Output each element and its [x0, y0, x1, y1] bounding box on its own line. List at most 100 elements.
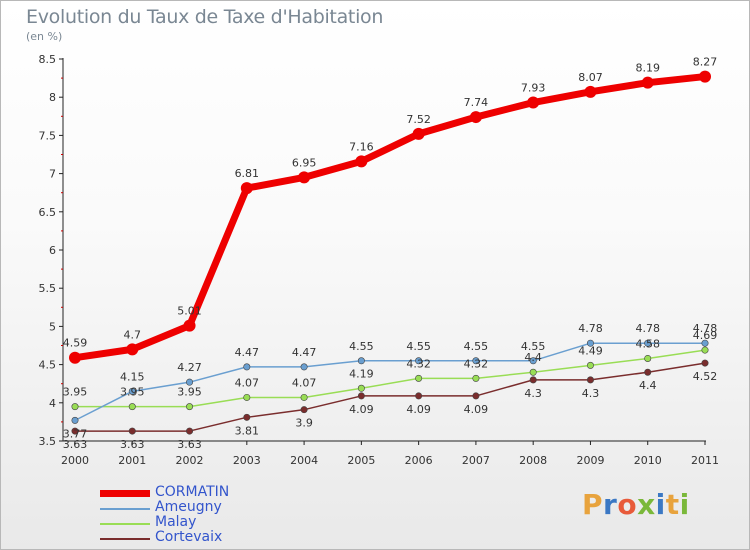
data-point-cortevaix: [472, 392, 480, 400]
y-tick-label: 4.5: [39, 359, 57, 372]
data-point-cortevaix: [644, 368, 652, 376]
y-tick-label: 7: [49, 168, 56, 181]
x-tick-label: 2011: [691, 454, 719, 467]
value-label-ameugny: 4.55: [521, 340, 546, 353]
value-label-malay: 3.95: [63, 386, 88, 399]
data-point-ameugny: [300, 363, 308, 371]
value-label-ameugny: 4.78: [578, 322, 603, 335]
value-label-malay: 4.58: [635, 337, 660, 350]
logo-letter: r: [603, 488, 618, 521]
data-point-ameugny: [415, 357, 423, 365]
x-tick-label: 2006: [405, 454, 433, 467]
value-label-cormatin: 8.07: [578, 71, 603, 84]
value-label-ameugny: 4.78: [635, 322, 660, 335]
series-line-cormatin: [71, 73, 709, 362]
chart-legend: CORMATIN Ameugny Malay Cortevaix: [100, 484, 340, 546]
data-point-cortevaix: [186, 427, 194, 435]
data-point-cortevaix: [586, 376, 594, 384]
data-point-cortevaix: [357, 392, 365, 400]
value-label-ameugny: 4.78: [693, 322, 718, 335]
x-tick-label: 2002: [176, 454, 204, 467]
value-label-cortevaix: 4.09: [406, 403, 431, 416]
value-label-malay: 4.32: [406, 357, 431, 370]
data-point-cormatin: [355, 155, 368, 168]
y-tick-label: 8: [49, 91, 56, 104]
legend-swatch-cormatin: [100, 490, 150, 497]
data-point-malay: [186, 403, 194, 411]
value-label-ameugny: 4.55: [406, 340, 431, 353]
data-point-ameugny: [586, 339, 594, 347]
value-label-cormatin: 7.93: [521, 82, 546, 95]
data-point-cormatin: [412, 127, 425, 140]
value-label-ameugny: 4.27: [177, 361, 202, 374]
value-label-cortevaix: 4.3: [524, 387, 542, 400]
x-tick-label: 2001: [118, 454, 146, 467]
value-label-malay: 4.07: [235, 376, 260, 389]
data-point-ameugny: [128, 387, 136, 395]
data-point-malay: [128, 403, 136, 411]
data-point-ameugny: [243, 363, 251, 371]
data-point-cortevaix: [71, 427, 79, 435]
y-tick-label: 5: [49, 320, 56, 333]
value-label-cortevaix: 3.63: [63, 438, 88, 451]
value-label-malay: 4.4: [524, 351, 542, 364]
x-tick-label: 2003: [233, 454, 261, 467]
legend-label-ameugny: Ameugny: [155, 499, 222, 515]
y-tick-label: 8.5: [39, 53, 57, 66]
data-point-cortevaix: [529, 376, 537, 384]
value-label-ameugny: 4.47: [235, 346, 260, 359]
x-tick-label: 2009: [576, 454, 604, 467]
logo-letter: i: [679, 488, 690, 521]
y-tick-label: 4: [49, 397, 56, 410]
series-line-malay: [74, 349, 706, 408]
proxiti-logo: Proxiti: [582, 488, 690, 521]
legend-item-malay[interactable]: Malay: [100, 514, 340, 531]
data-point-ameugny: [701, 339, 709, 347]
logo-letter: i: [655, 488, 666, 521]
value-label-cormatin: 7.74: [464, 96, 489, 109]
data-point-malay: [701, 346, 709, 354]
series-line-cortevaix: [74, 362, 706, 432]
value-label-cormatin: 7.52: [406, 113, 431, 126]
value-label-malay: 3.95: [177, 386, 202, 399]
data-point-ameugny: [472, 357, 480, 365]
legend-label-cormatin: CORMATIN: [155, 484, 230, 500]
value-label-cortevaix: 4.4: [639, 379, 657, 392]
data-point-cortevaix: [128, 427, 136, 435]
value-label-cormatin: 5.01: [177, 305, 202, 318]
logo-letter: t: [665, 488, 680, 521]
value-label-cormatin: 8.19: [635, 62, 660, 75]
x-tick-label: 2010: [634, 454, 662, 467]
value-label-ameugny: 4.55: [349, 340, 374, 353]
value-label-malay: 4.69: [693, 329, 718, 342]
data-point-malay: [357, 384, 365, 392]
data-point-cormatin: [126, 343, 139, 356]
logo-letter: x: [637, 488, 656, 521]
value-label-malay: 3.95: [120, 386, 145, 399]
value-label-malay: 4.19: [349, 367, 374, 380]
data-point-ameugny: [186, 378, 194, 386]
chart-unit: (en %): [26, 30, 63, 43]
value-label-cortevaix: 4.52: [693, 370, 718, 383]
data-point-ameugny: [644, 339, 652, 347]
legend-item-cormatin[interactable]: CORMATIN: [100, 484, 340, 501]
value-label-cormatin: 6.81: [235, 167, 260, 180]
logo-letter: o: [617, 488, 638, 521]
legend-item-ameugny[interactable]: Ameugny: [100, 499, 340, 516]
legend-item-cortevaix[interactable]: Cortevaix: [100, 529, 340, 546]
x-tick-label: 2004: [290, 454, 318, 467]
value-label-ameugny: 3.77: [63, 427, 88, 440]
value-label-ameugny: 4.47: [292, 346, 317, 359]
value-label-cortevaix: 3.63: [120, 438, 145, 451]
data-point-cortevaix: [243, 413, 251, 421]
data-point-cormatin: [584, 85, 597, 98]
value-label-cortevaix: 4.09: [464, 403, 489, 416]
y-tick-label: 3.5: [39, 435, 57, 448]
logo-letter: P: [582, 488, 604, 521]
series-line-ameugny: [74, 342, 706, 422]
y-tick-label: 7.5: [39, 129, 57, 142]
x-tick-label: 2007: [462, 454, 490, 467]
value-label-cormatin: 6.95: [292, 156, 317, 169]
legend-label-malay: Malay: [155, 514, 197, 530]
